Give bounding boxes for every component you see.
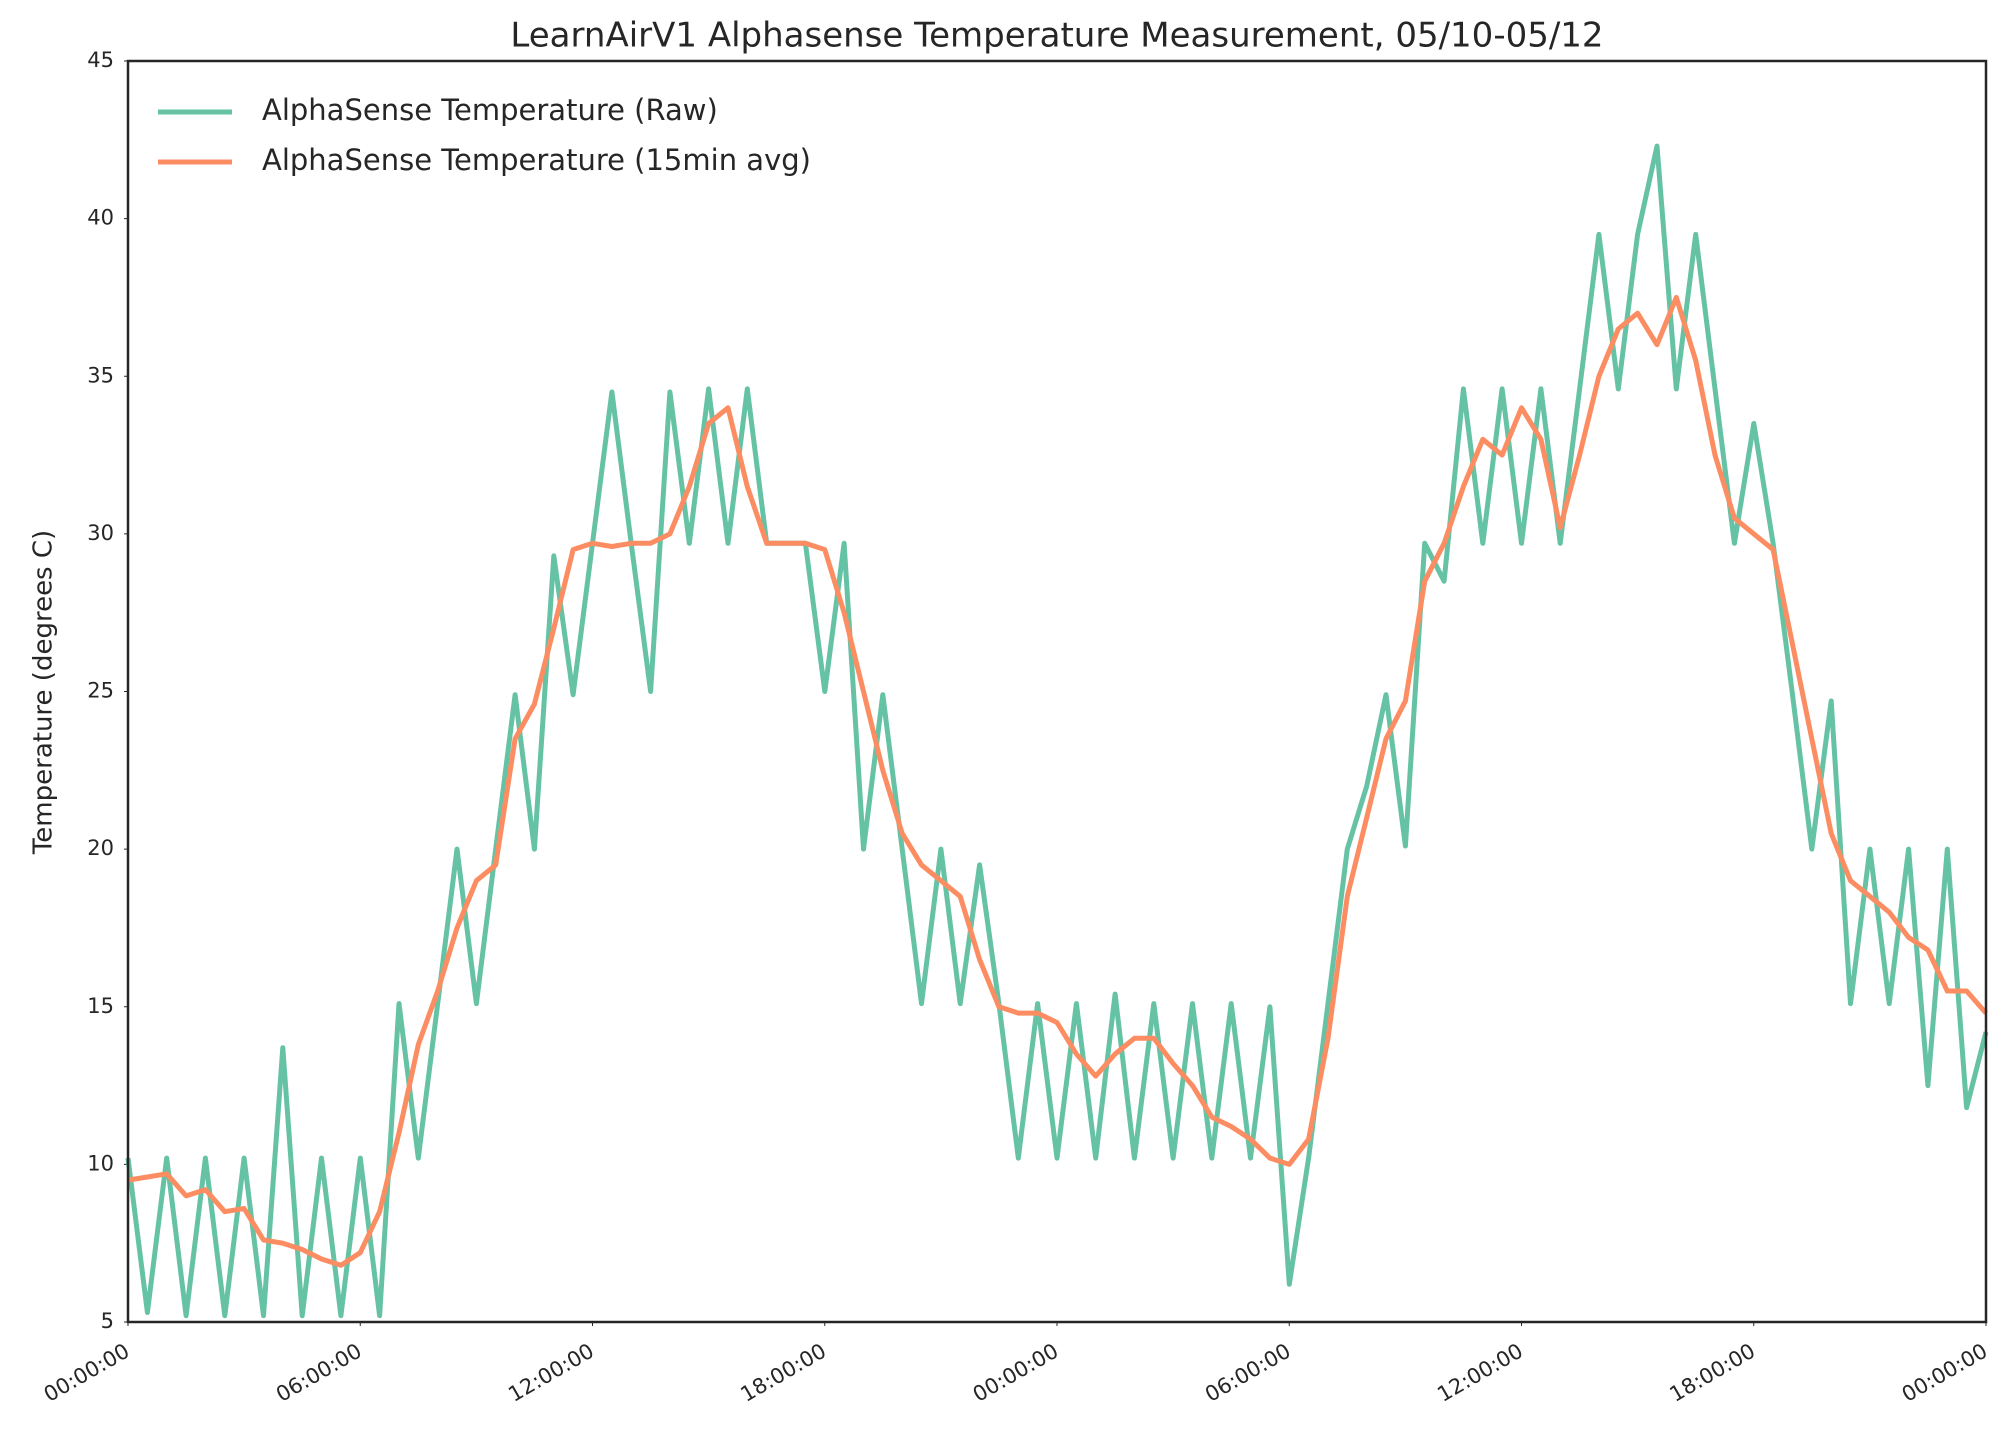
plot-frame [126, 59, 1988, 1324]
data-line [125, 143, 1989, 1319]
y-tick-label: 40 [87, 206, 114, 230]
data-line [127, 294, 1988, 1268]
y-tick-label: 15 [87, 994, 114, 1018]
x-tick-label: 18:00:00 [1666, 1339, 1760, 1407]
y-tick-label: 20 [87, 836, 114, 860]
x-tick-label: 06:00:00 [272, 1339, 366, 1407]
y-tick-label: 5 [101, 1309, 114, 1333]
x-tick-label: 12:00:00 [504, 1339, 598, 1407]
y-tick-label: 45 [87, 48, 114, 72]
x-tick-label: 00:00:00 [1898, 1339, 1992, 1407]
x-tick-label: 06:00:00 [1201, 1339, 1295, 1407]
y-tick-label: 30 [87, 521, 114, 545]
legend-label: AlphaSense Temperature (15min avg) [262, 143, 811, 177]
y-tick-label: 25 [87, 679, 114, 703]
x-tick-label: 18:00:00 [737, 1339, 831, 1407]
legend-label: AlphaSense Temperature (Raw) [262, 93, 718, 127]
x-tick-label: 00:00:00 [40, 1339, 134, 1407]
y-axis-label: Temperature (degrees C) [29, 530, 59, 855]
x-tick-label: 00:00:00 [969, 1339, 1063, 1407]
x-tick-label: 12:00:00 [1433, 1339, 1527, 1407]
y-tick-label: 10 [87, 1151, 114, 1175]
y-tick-label: 35 [87, 363, 114, 387]
chart-title: LearnAirV1 Alphasense Temperature Measur… [510, 16, 1603, 56]
